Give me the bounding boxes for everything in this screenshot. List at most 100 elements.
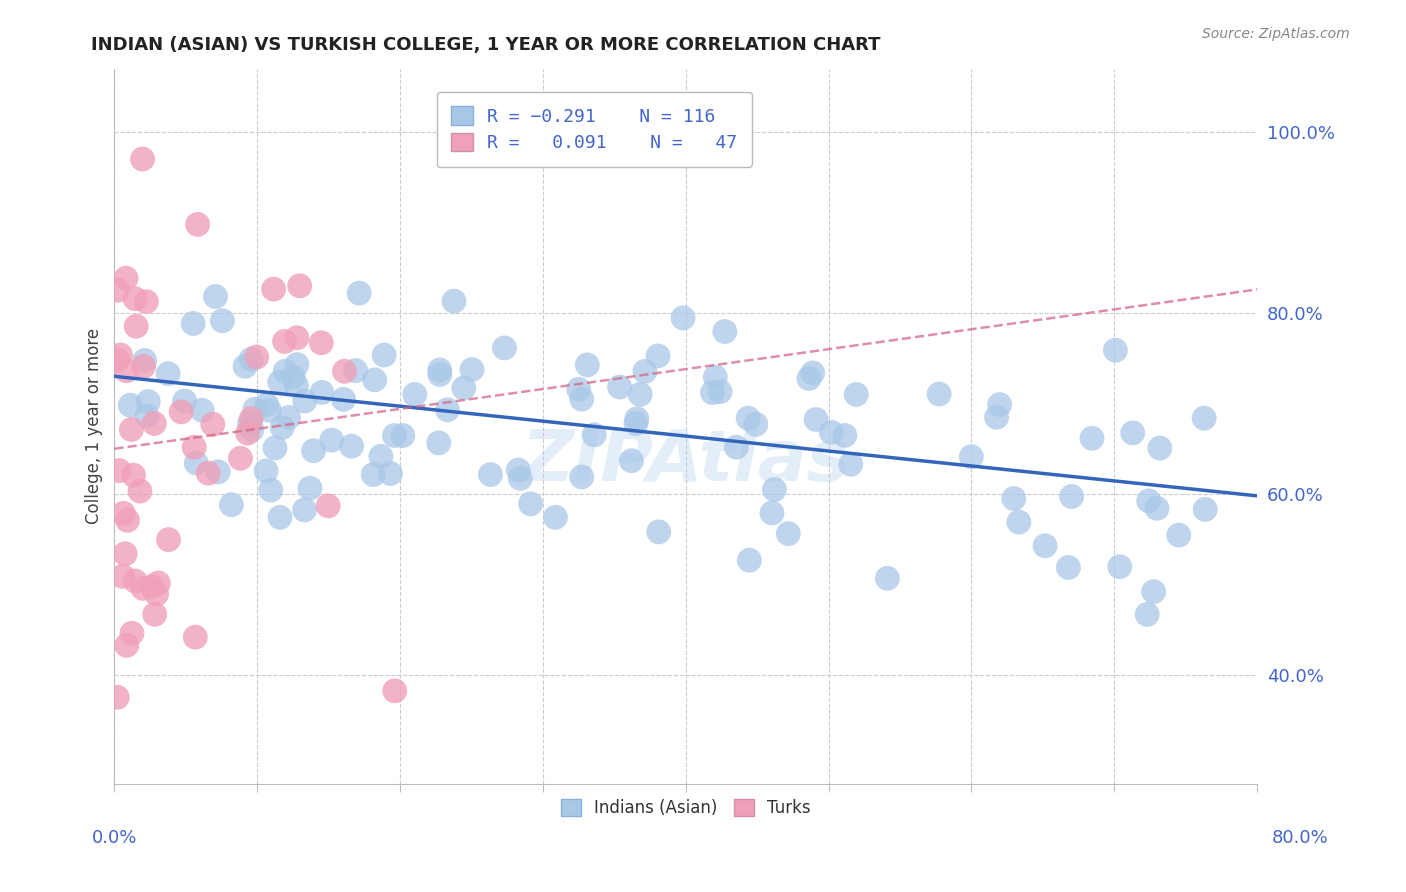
Point	[256, 398, 278, 412]
Point	[443, 294, 465, 309]
Point	[544, 510, 567, 524]
Point	[1146, 501, 1168, 516]
Point	[112, 507, 135, 521]
Point	[311, 385, 333, 400]
Point	[254, 464, 277, 478]
Point	[274, 364, 297, 378]
Point	[1081, 431, 1104, 445]
Point	[384, 683, 406, 698]
Point	[453, 381, 475, 395]
Point	[201, 417, 224, 432]
Point	[135, 294, 157, 309]
Point	[384, 428, 406, 442]
Point	[259, 403, 281, 417]
Point	[298, 481, 321, 495]
Point	[204, 289, 226, 303]
Point	[285, 378, 308, 392]
Point	[236, 426, 259, 441]
Point	[370, 450, 392, 464]
Point	[804, 412, 827, 426]
Point	[344, 363, 367, 377]
Point	[283, 370, 305, 384]
Point	[187, 218, 209, 232]
Point	[737, 411, 759, 425]
Point	[1192, 411, 1215, 425]
Point	[243, 402, 266, 417]
Point	[609, 380, 631, 394]
Point	[778, 526, 800, 541]
Point	[302, 443, 325, 458]
Point	[145, 587, 167, 601]
Point	[509, 471, 531, 485]
Y-axis label: College, 1 year or more: College, 1 year or more	[86, 328, 103, 524]
Point	[713, 325, 735, 339]
Point	[115, 271, 138, 285]
Point	[745, 417, 768, 432]
Point	[115, 638, 138, 652]
Point	[725, 440, 748, 454]
Point	[1122, 425, 1144, 440]
Point	[702, 385, 724, 400]
Point	[571, 392, 593, 406]
Point	[170, 405, 193, 419]
Point	[143, 607, 166, 622]
Text: Source: ZipAtlas.com: Source: ZipAtlas.com	[1202, 27, 1350, 41]
Point	[571, 470, 593, 484]
Point	[928, 387, 950, 401]
Point	[672, 310, 695, 325]
Point	[122, 468, 145, 483]
Point	[115, 364, 138, 378]
Point	[508, 463, 530, 477]
Point	[647, 349, 669, 363]
Point	[134, 353, 156, 368]
Point	[135, 409, 157, 423]
Point	[391, 428, 413, 442]
Point	[429, 363, 451, 377]
Point	[761, 506, 783, 520]
Point	[269, 375, 291, 389]
Point	[628, 387, 651, 401]
Point	[576, 358, 599, 372]
Point	[110, 348, 132, 362]
Text: 80.0%: 80.0%	[1272, 829, 1329, 847]
Point	[321, 433, 343, 447]
Point	[269, 510, 291, 524]
Text: INDIAN (ASIAN) VS TURKISH COLLEGE, 1 YEAR OR MORE CORRELATION CHART: INDIAN (ASIAN) VS TURKISH COLLEGE, 1 YEA…	[91, 36, 882, 54]
Point	[271, 420, 294, 434]
Point	[839, 457, 862, 471]
Point	[1136, 607, 1159, 622]
Point	[229, 451, 252, 466]
Point	[277, 410, 299, 425]
Point	[143, 417, 166, 431]
Point	[157, 533, 180, 547]
Point	[125, 319, 148, 334]
Point	[121, 626, 143, 640]
Point	[834, 428, 856, 442]
Point	[1057, 560, 1080, 574]
Point	[988, 398, 1011, 412]
Point	[207, 465, 229, 479]
Legend: Indians (Asian), Turks: Indians (Asian), Turks	[553, 790, 820, 825]
Point	[1149, 441, 1171, 455]
Point	[620, 454, 643, 468]
Point	[181, 317, 204, 331]
Point	[294, 394, 316, 409]
Point	[191, 403, 214, 417]
Point	[239, 417, 262, 431]
Point	[285, 331, 308, 345]
Point	[148, 576, 170, 591]
Point	[173, 394, 195, 409]
Point	[709, 384, 731, 399]
Point	[197, 466, 219, 480]
Point	[479, 467, 502, 482]
Point	[373, 348, 395, 362]
Point	[1142, 584, 1164, 599]
Point	[240, 423, 263, 437]
Point	[1194, 502, 1216, 516]
Point	[131, 152, 153, 166]
Point	[233, 359, 256, 374]
Point	[763, 483, 786, 497]
Point	[124, 574, 146, 588]
Point	[221, 498, 243, 512]
Point	[117, 513, 139, 527]
